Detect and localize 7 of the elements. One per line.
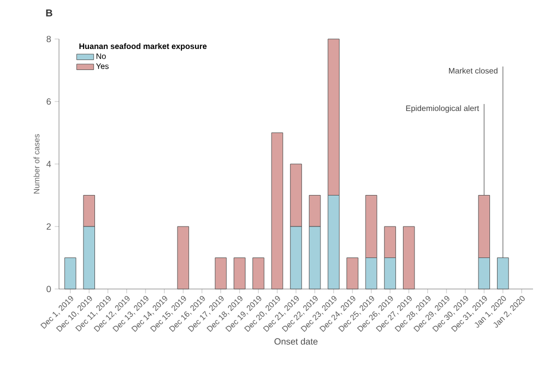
y-tick-label: 6 xyxy=(46,98,51,105)
x-axis-title: Onset date xyxy=(274,338,318,345)
y-tick-label: 8 xyxy=(46,36,51,42)
y-tick-label: 0 xyxy=(46,286,51,292)
y-tick-label: 4 xyxy=(46,160,51,168)
y-tick-label: 2 xyxy=(46,223,51,230)
chart-title: B xyxy=(46,10,52,16)
